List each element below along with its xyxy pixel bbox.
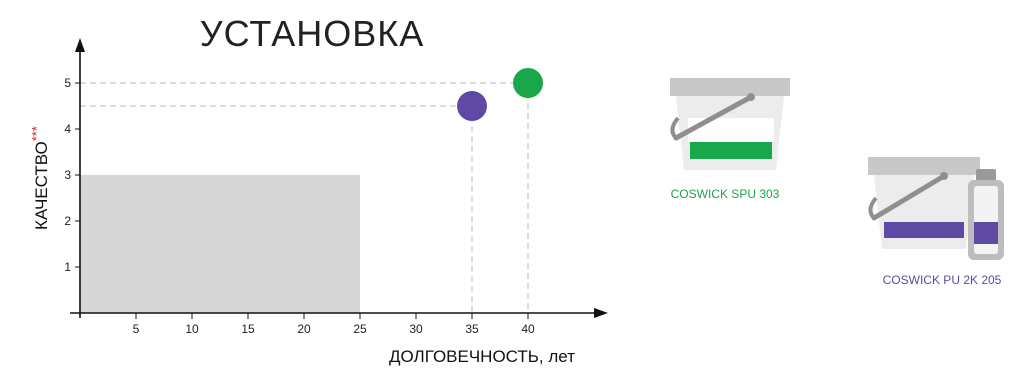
data-point-pu-2k-205 <box>457 91 487 121</box>
y-axis-marker: *** <box>29 126 44 141</box>
bucket-icon <box>670 78 790 170</box>
bucket-with-bottle-icon <box>868 157 1004 260</box>
y-tick-label: 5 <box>64 76 71 90</box>
x-tick-label: 15 <box>241 322 255 336</box>
region-rect <box>80 175 360 313</box>
y-tick-label: 4 <box>64 122 71 136</box>
chart-title: УСТАНОВКА <box>200 13 424 54</box>
y-tick-label: 1 <box>64 260 71 274</box>
x-tick-label: 25 <box>353 322 367 336</box>
y-ticks: 1 2 3 4 5 <box>64 76 80 274</box>
x-tick-label: 5 <box>133 322 140 336</box>
y-axis-title-text: КАЧЕСТВО <box>32 141 51 230</box>
y-axis-arrow-icon <box>75 38 85 52</box>
x-axis-title: ДОЛГОВЕЧНОСТЬ, лет <box>389 347 575 366</box>
product-label-pu-2k-205: COSWICK PU 2K 205 <box>883 273 1002 287</box>
x-tick-label: 35 <box>465 322 479 336</box>
x-ticks: 5 10 15 20 25 30 35 40 <box>133 313 535 336</box>
y-tick-label: 3 <box>64 168 71 182</box>
x-tick-label: 10 <box>185 322 199 336</box>
x-axis-arrow-icon <box>594 308 608 318</box>
x-tick-label: 40 <box>521 322 535 336</box>
x-tick-label: 30 <box>409 322 423 336</box>
guide-lines <box>80 82 529 313</box>
y-tick-label: 2 <box>64 214 71 228</box>
product-label-spu-303: COSWICK SPU 303 <box>671 187 780 201</box>
y-axis-title: КАЧЕСТВО*** <box>29 126 51 230</box>
x-tick-label: 20 <box>297 322 311 336</box>
data-points <box>457 68 543 121</box>
data-point-spu-303 <box>513 68 543 98</box>
